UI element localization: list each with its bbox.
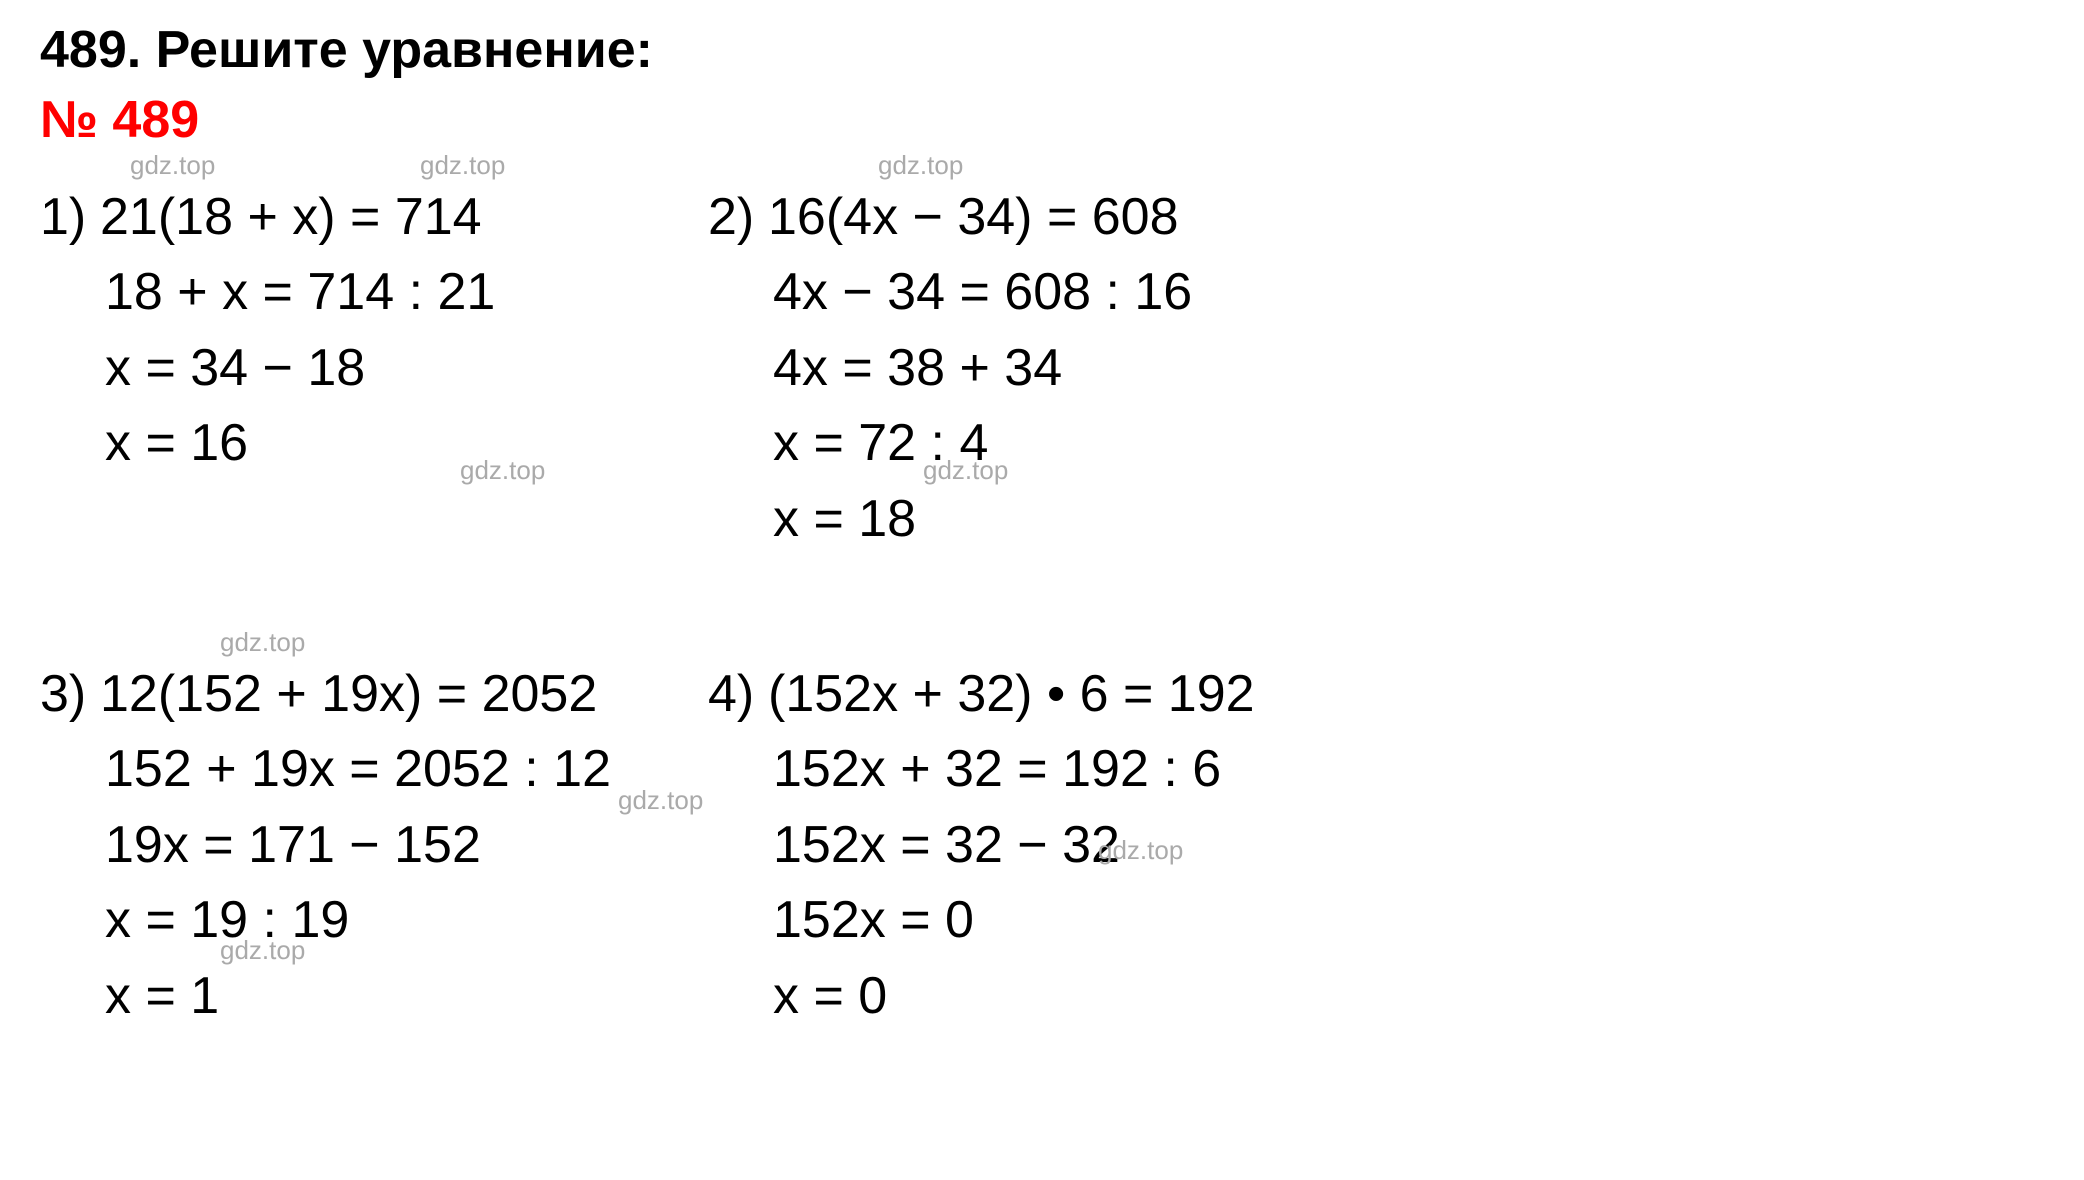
problems-container: gdz.top gdz.top gdz.top 1)21(18 + x) = 7… [40,180,2044,1034]
problem-4: gdz.top gdz.top 4)(152x + 32) • 6 = 192 … [708,657,1376,1034]
equation-line: 152x = 32 − 32 [708,808,1376,883]
problem-2: gdz.top gdz.top 2)16(4x − 34) = 608 4x −… [708,180,1376,557]
title-number: 489. [40,21,141,79]
watermark: gdz.top [923,455,1008,486]
watermark: gdz.top [878,150,963,181]
equation-line: 152 + 19x = 2052 : 12 [40,732,708,807]
watermark: gdz.top [220,935,305,966]
watermark: gdz.top [130,150,215,181]
equation-line: 19x = 171 − 152 [40,808,708,883]
equation-line: x = 34 − 18 [40,331,708,406]
watermark: gdz.top [420,150,505,181]
equation-text: 12(152 + 19x) = 2052 [100,665,597,723]
equation-text: 21(18 + x) = 714 [100,188,482,246]
equation-line: 4)(152x + 32) • 6 = 192 [708,657,1376,732]
equation-line: x = 1 [40,959,708,1034]
problem-label: 2) [708,180,768,255]
equation-line: 3)12(152 + 19x) = 2052 [40,657,708,732]
equation-line: 18 + x = 714 : 21 [40,255,708,330]
equation-line: x = 18 [708,482,1376,557]
equation-line: x = 0 [708,959,1376,1034]
watermark: gdz.top [618,785,703,816]
problem-reference: № 489 [40,90,2044,150]
equation-line: 152x = 0 [708,883,1376,958]
equation-line: x = 72 : 4 [708,406,1376,481]
problem-3: gdz.top gdz.top 3)12(152 + 19x) = 2052 1… [40,657,708,1034]
problem-label: 1) [40,180,100,255]
equation-line: x = 19 : 19 [40,883,708,958]
title-text: Решите уравнение: [156,21,653,79]
equation-text: 16(4x − 34) = 608 [768,188,1179,246]
equation-line: 2)16(4x − 34) = 608 [708,180,1376,255]
equation-line: 4x = 38 + 34 [708,331,1376,406]
equation-line: 4x − 34 = 608 : 16 [708,255,1376,330]
watermark: gdz.top [220,627,305,658]
equation-line: 152x + 32 = 192 : 6 [708,732,1376,807]
equation-line: x = 16 [40,406,708,481]
problem-label: 3) [40,657,100,732]
problem-1: gdz.top gdz.top gdz.top 1)21(18 + x) = 7… [40,180,708,557]
title-row: 489. Решите уравнение: [40,20,2044,80]
problem-label: 4) [708,657,768,732]
spacer [1376,657,2044,1034]
watermark: gdz.top [460,455,545,486]
watermark: gdz.top [1098,835,1183,866]
equation-text: (152x + 32) • 6 = 192 [768,665,1255,723]
equation-line: 1)21(18 + x) = 714 [40,180,708,255]
spacer [1376,180,2044,557]
